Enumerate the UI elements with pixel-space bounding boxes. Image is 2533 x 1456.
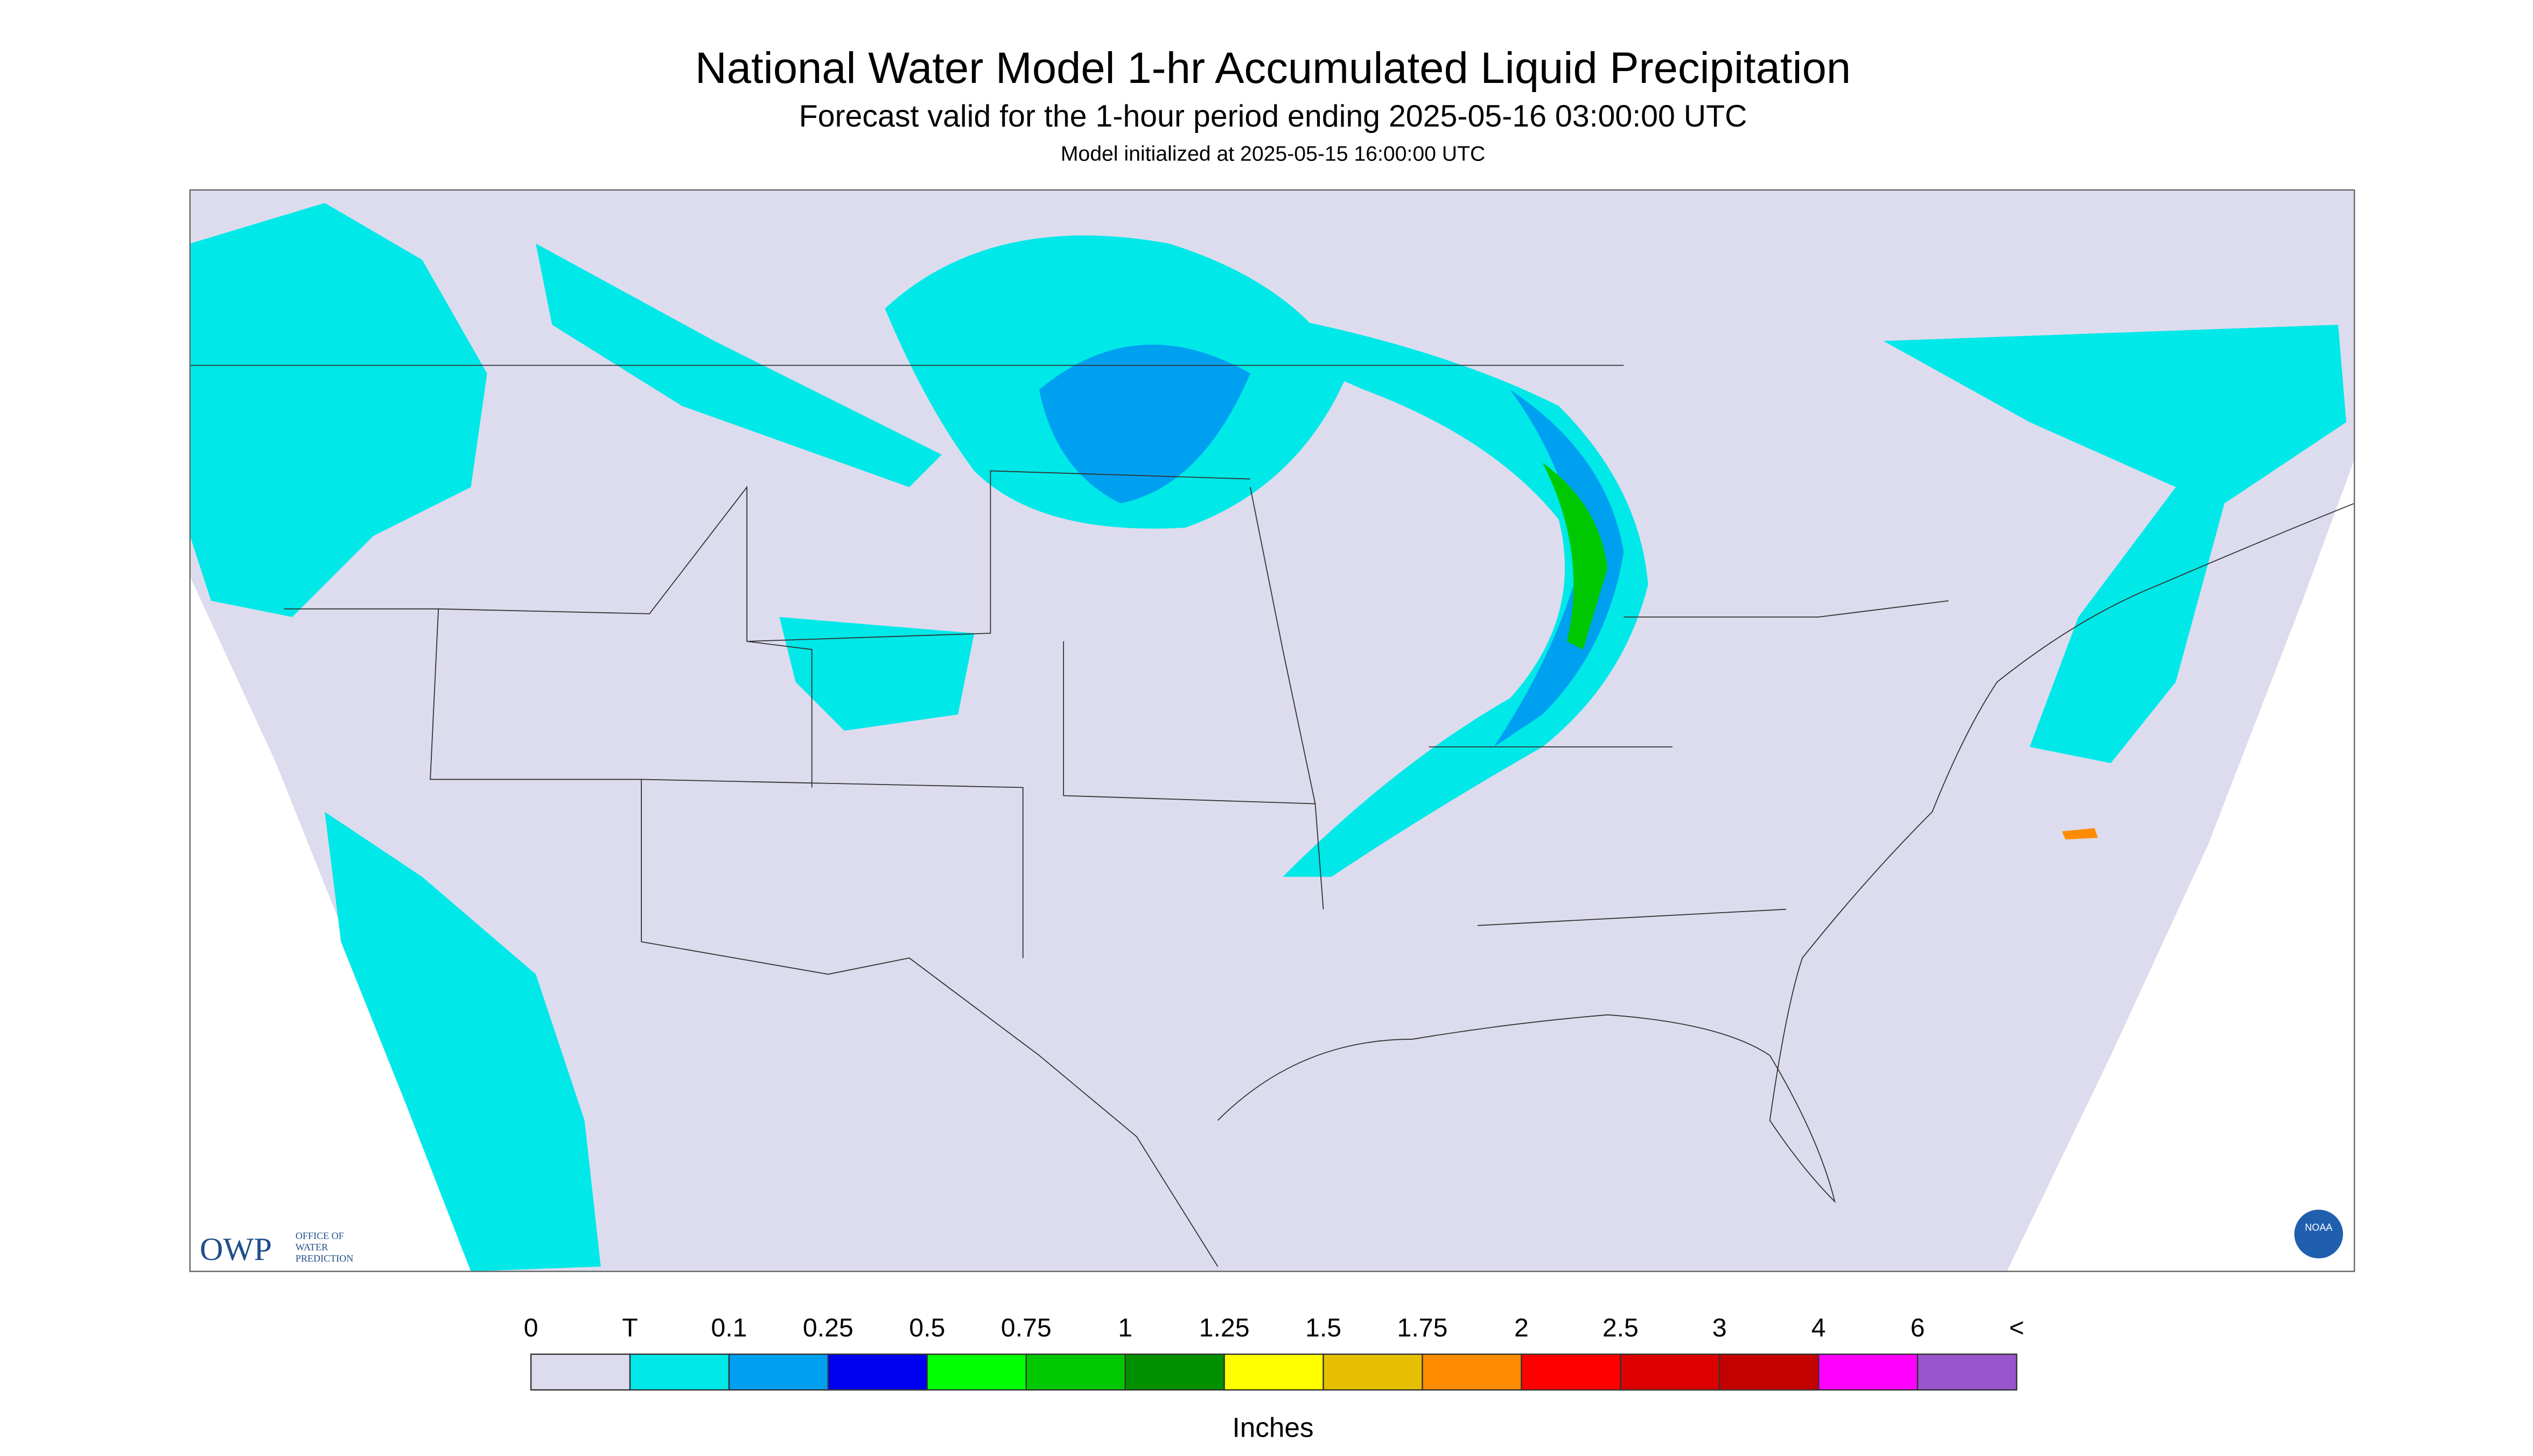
- owp-line: PREDICTION: [296, 1253, 353, 1264]
- map-frame: [189, 189, 2355, 1272]
- precip-moderate-band: [1494, 389, 1624, 747]
- legend-swatch: [1422, 1353, 1522, 1391]
- legend-label: 1.25: [1199, 1313, 1250, 1342]
- legend-swatch: [728, 1353, 829, 1391]
- legend-swatch: [1916, 1353, 2018, 1391]
- owp-logo: OWP: [200, 1231, 272, 1268]
- precip-sw: [325, 811, 601, 1272]
- legend-label: 4: [1811, 1313, 1826, 1342]
- legend-label: <: [2009, 1313, 2024, 1342]
- domain: [190, 190, 2355, 1272]
- legend-label: 0.75: [1001, 1313, 1052, 1342]
- legend-swatch: [530, 1353, 631, 1391]
- legend-swatch: [1323, 1353, 1423, 1391]
- init-note: Model initialized at 2025-05-15 16:00:00…: [1061, 143, 1486, 166]
- precip-moderate-nd: [1039, 344, 1250, 503]
- legend-label: 1: [1118, 1313, 1132, 1342]
- noaa-text: NOAA: [2305, 1222, 2333, 1233]
- subtitle: Forecast valid for the 1-hour period end…: [799, 99, 1747, 134]
- legend: 0 T 0.1 0.25 0.5 0.75 1 1.25 1.5 1.75 2 2.5 3 4 6 <: [524, 1313, 2024, 1391]
- legend-label: 0: [524, 1313, 538, 1342]
- title: National Water Model 1-hr Accumulated Li…: [695, 44, 1851, 93]
- border-mexico: [284, 608, 1219, 1267]
- legend-label: 3: [1712, 1313, 1727, 1342]
- legend-label: 0.5: [909, 1313, 945, 1342]
- coastline: [1217, 502, 2355, 1203]
- map: OWP OFFICE OF WATER PREDICTION NOAA: [189, 189, 2355, 1272]
- boundaries: [190, 365, 2355, 1267]
- legend-swatch: [827, 1353, 928, 1391]
- legend-swatch: [1025, 1353, 1126, 1391]
- legend-label: 1.5: [1305, 1313, 1341, 1342]
- legend-label: 2: [1514, 1313, 1529, 1342]
- legend-swatch: [926, 1353, 1027, 1391]
- legend-swatch: [1620, 1353, 1720, 1391]
- legend-swatch: [1521, 1353, 1621, 1391]
- legend-swatch: [1818, 1353, 1919, 1391]
- precip-ne: [1883, 325, 2347, 764]
- owp-line: OFFICE OF: [296, 1230, 344, 1241]
- precip-areas: [190, 202, 2347, 1272]
- owp-line: WATER: [296, 1242, 328, 1252]
- precip-nw: [190, 202, 487, 617]
- legend-swatch: [1124, 1353, 1225, 1391]
- legend-label: 6: [1911, 1313, 1925, 1342]
- noaa-logo: [2294, 1209, 2343, 1259]
- precip-heavy: [1542, 463, 1608, 650]
- legend-label: 2.5: [1603, 1313, 1639, 1342]
- precip-cell: [2062, 828, 2098, 840]
- state-lines: [438, 470, 1949, 958]
- legend-swatch: [1719, 1353, 1820, 1391]
- precip-moderate: [1039, 344, 1624, 747]
- legend-swatch: [1223, 1353, 1324, 1391]
- legend-label: 0.25: [803, 1313, 853, 1342]
- legend-label: 0.1: [711, 1313, 747, 1342]
- legend-swatch: [629, 1353, 730, 1391]
- legend-label: 1.75: [1397, 1313, 1448, 1342]
- owp-logo-text: OFFICE OF WATER PREDICTION: [296, 1230, 353, 1264]
- precip-band: [1234, 308, 1648, 877]
- precip-co: [779, 617, 975, 731]
- legend-unit: Inches: [1233, 1412, 1314, 1443]
- legend-label: T: [622, 1313, 638, 1342]
